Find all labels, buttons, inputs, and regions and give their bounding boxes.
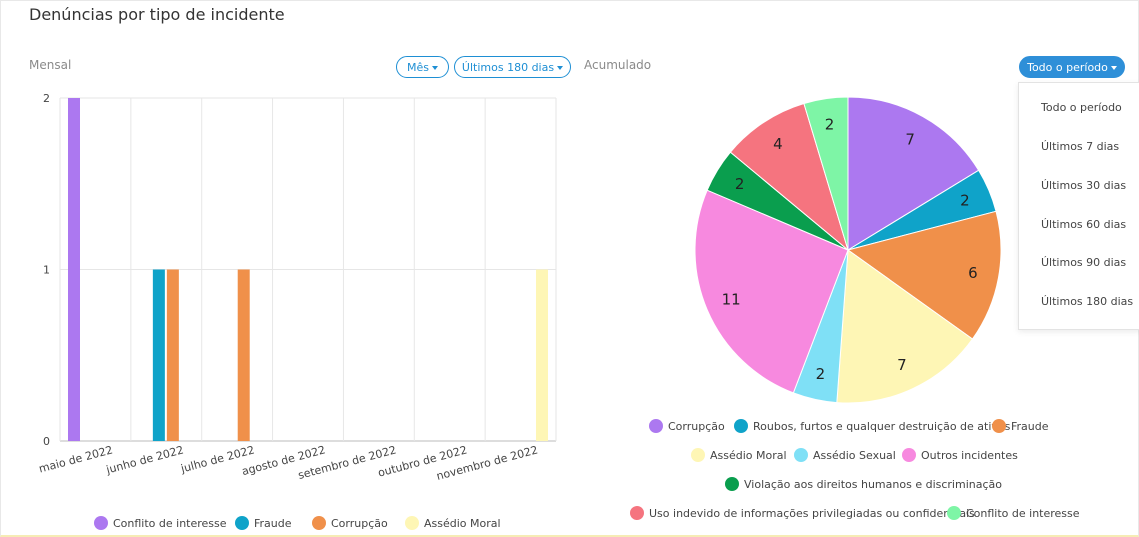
legend-label: Fraude: [254, 516, 292, 530]
pie-slice-outros-incidentes: [694, 189, 849, 394]
legend-item-conflito-de-interesse[interactable]: Conflito de interesse: [94, 516, 227, 530]
pie-value-label: 11: [722, 291, 741, 309]
legend-item-roubos-furtos-e-qualquer-destruicao-de-ativos[interactable]: Roubos, furtos e qualquer destruição de …: [734, 419, 1010, 433]
pie-slice-uso-indevido-de-informacoes-privilegiadas-ou-confidenciais: [729, 102, 849, 252]
legend-label: Corrupção: [668, 419, 725, 433]
legend-item-assedio-sexual[interactable]: Assédio Sexual: [794, 448, 896, 462]
x-tick-label: maio de 2022: [37, 443, 114, 475]
legend-item-corrupcao[interactable]: Corrupção: [312, 516, 388, 530]
pie-value-label: 7: [905, 130, 915, 148]
legend-label: Violação aos direitos humanos e discrimi…: [744, 477, 1002, 491]
period-dropdown-menu: Todo o período Últimos 7 dias Últimos 30…: [1018, 82, 1139, 330]
pie-value-label: 2: [816, 365, 826, 383]
legend-item-corrupcao[interactable]: Corrupção: [649, 419, 725, 433]
legend-item-uso-indevido-de-informacoes-privilegiadas-ou-confidenciais[interactable]: Uso indevido de informações privilegiada…: [630, 506, 975, 520]
legend-dot: [902, 448, 916, 462]
legend-dot: [691, 448, 705, 462]
legend-label: Roubos, furtos e qualquer destruição de …: [753, 419, 1011, 433]
monthly-range-button-label: Últimos 180 dias: [461, 61, 555, 74]
y-tick-label: 0: [43, 435, 50, 448]
legend-dot: [947, 506, 961, 520]
legend-label: Assédio Moral: [710, 448, 787, 462]
legend-label: Fraude: [1011, 419, 1049, 433]
pie-value-label: 2: [825, 115, 835, 133]
legend-item-fraude[interactable]: Fraude: [235, 516, 292, 530]
bar-corrupcao-julho-de-2022: [237, 269, 250, 441]
legend-dot: [734, 419, 748, 433]
cumulative-label: Acumulado: [584, 58, 652, 72]
cumulative-range-button-label: Todo o período: [1027, 61, 1108, 74]
pie-value-label: 2: [735, 175, 745, 193]
bar-corrupcao-junho-de-2022: [166, 269, 179, 441]
legend-dot: [405, 516, 419, 530]
bar-conflito-de-interesse-maio-de-2022: [68, 98, 80, 441]
legend-item-assedio-moral[interactable]: Assédio Moral: [691, 448, 787, 462]
legend-dot: [649, 419, 663, 433]
chevron-down-icon: [432, 66, 438, 70]
dropdown-option-180d[interactable]: Últimos 180 dias: [1041, 295, 1134, 308]
legend-dot: [94, 516, 108, 530]
pie-slice-corrupcao: [847, 96, 980, 251]
dropdown-option-30d[interactable]: Últimos 30 dias: [1041, 179, 1127, 192]
legend-item-assedio-moral[interactable]: Assédio Moral: [405, 516, 501, 530]
pie-value-label: 4: [773, 135, 783, 153]
legend-dot: [992, 419, 1006, 433]
y-tick-label: 2: [43, 92, 50, 105]
legend-label: Corrupção: [331, 516, 388, 530]
legend-label: Conflito de interesse: [966, 506, 1080, 520]
month-period-button[interactable]: Mês: [396, 56, 449, 78]
cumulative-range-button[interactable]: Todo o período: [1019, 56, 1125, 78]
legend-label: Uso indevido de informações privilegiada…: [649, 506, 975, 520]
monthly-range-button[interactable]: Últimos 180 dias: [454, 56, 571, 78]
pie-value-label: 7: [897, 356, 907, 374]
pie-slice-fraude: [846, 210, 1002, 340]
legend-item-fraude[interactable]: Fraude: [992, 419, 1049, 433]
legend-label: Conflito de interesse: [113, 516, 227, 530]
dropdown-option-7d[interactable]: Últimos 7 dias: [1041, 140, 1120, 153]
legend-label: Outros incidentes: [921, 448, 1018, 462]
chevron-down-icon: [557, 66, 564, 70]
legend-dot: [725, 477, 739, 491]
pie-value-label: 6: [968, 264, 978, 282]
dropdown-option-90d[interactable]: Últimos 90 dias: [1041, 256, 1127, 269]
y-tick-label: 1: [43, 264, 50, 277]
legend-label: Assédio Moral: [424, 516, 501, 530]
dropdown-option-60d[interactable]: Últimos 60 dias: [1041, 218, 1127, 231]
x-tick-label: junho de 2022: [104, 443, 185, 476]
card-title: Denúncias por tipo de incidente: [29, 5, 285, 24]
legend-dot: [235, 516, 249, 530]
pie-slice-assedio-moral: [836, 249, 974, 404]
legend-label: Assédio Sexual: [813, 448, 896, 462]
legend-dot: [794, 448, 808, 462]
legend-item-violacao-aos-direitos-humanos-e-discriminacao[interactable]: Violação aos direitos humanos e discrimi…: [725, 477, 1002, 491]
bar-fraude-junho-de-2022: [152, 269, 165, 441]
legend-item-outros-incidentes[interactable]: Outros incidentes: [902, 448, 1018, 462]
monthly-label: Mensal: [29, 58, 72, 72]
legend-dot: [630, 506, 644, 520]
pie-slice-conflito-de-interesse: [803, 96, 849, 251]
pie-value-label: 2: [960, 191, 970, 209]
legend-item-conflito-de-interesse[interactable]: Conflito de interesse: [947, 506, 1080, 520]
cumulative-pie-chart: 7 2 6 7 2 11 2 4 2: [694, 96, 1002, 404]
bar-assedio-moral-novembro-de-2022: [536, 269, 548, 441]
legend-dot: [312, 516, 326, 530]
month-period-button-label: Mês: [407, 61, 429, 74]
dropdown-option-all[interactable]: Todo o período: [1041, 101, 1122, 114]
chevron-down-icon: [1110, 66, 1117, 70]
